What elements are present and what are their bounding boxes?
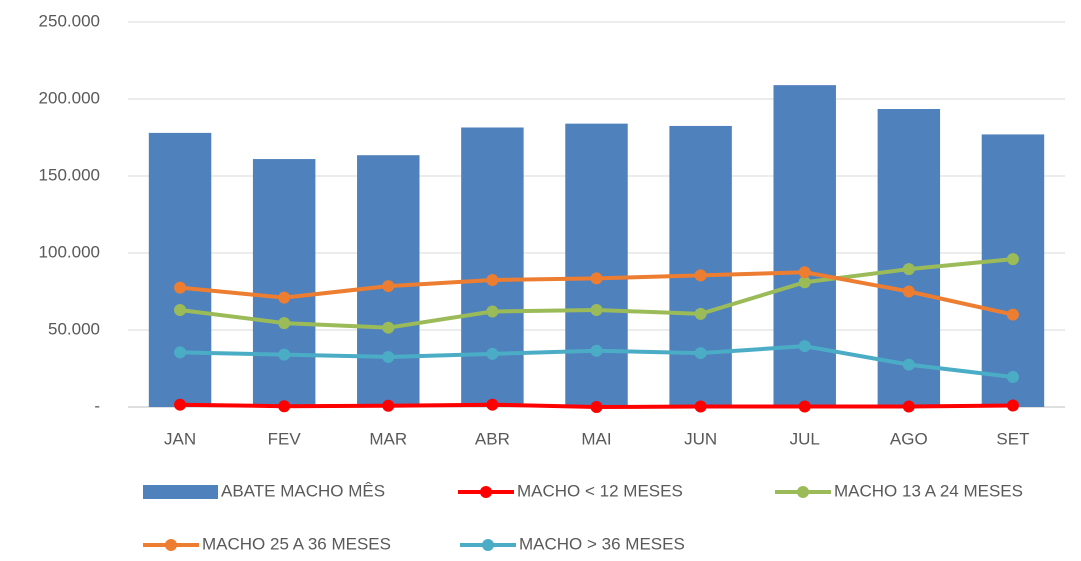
point — [590, 303, 603, 316]
y-tick-label: 100.000 — [39, 242, 100, 261]
x-tick-label: MAR — [369, 429, 407, 448]
legend-swatch — [797, 486, 809, 498]
point — [590, 401, 603, 413]
point — [694, 269, 707, 282]
legend-label: MACHO 13 A 24 MESES — [834, 481, 1023, 500]
point — [1006, 399, 1019, 412]
point — [486, 347, 499, 360]
point — [798, 400, 811, 413]
x-tick-label: SET — [996, 429, 1029, 448]
y-tick-label: 200.000 — [39, 88, 100, 107]
legend-label: MACHO > 36 MESES — [519, 534, 685, 553]
point — [798, 340, 811, 353]
bar — [981, 134, 1045, 408]
point — [902, 400, 915, 413]
point — [382, 321, 395, 334]
bar — [669, 125, 732, 407]
x-tick-label: MAI — [581, 429, 611, 448]
legend-label: MACHO < 12 MESES — [517, 481, 683, 500]
point — [174, 346, 187, 359]
x-tick-label: JAN — [164, 429, 196, 448]
legend-swatch — [482, 539, 494, 551]
point — [1006, 308, 1019, 321]
point — [486, 398, 499, 411]
point — [798, 276, 811, 289]
bar — [565, 123, 628, 407]
point — [278, 348, 291, 361]
point — [278, 317, 291, 330]
point — [278, 400, 291, 413]
point — [694, 307, 707, 320]
bar — [773, 85, 836, 407]
point — [486, 273, 499, 286]
legend-label: MACHO 25 A 36 MESES — [202, 534, 391, 553]
y-tick-label: 50.000 — [48, 319, 100, 338]
x-tick-label: JUN — [684, 429, 717, 448]
point — [174, 281, 187, 294]
x-tick-label: JUL — [790, 429, 820, 448]
point — [902, 285, 915, 298]
point — [902, 358, 915, 371]
bar — [461, 127, 524, 408]
x-tick-label: FEV — [268, 429, 302, 448]
point — [382, 280, 395, 293]
point — [694, 347, 707, 360]
point — [1006, 370, 1019, 383]
point — [1006, 253, 1019, 266]
point — [278, 291, 291, 304]
y-tick-label: 250.000 — [39, 11, 100, 30]
y-tick-label: 150.000 — [39, 165, 100, 184]
bar — [148, 132, 212, 407]
point — [174, 303, 187, 316]
x-tick-label: ABR — [475, 429, 510, 448]
point — [694, 400, 707, 413]
x-tick-label: AGO — [890, 429, 928, 448]
legend-swatch — [143, 485, 218, 499]
y-tick-label: - — [94, 396, 100, 415]
point — [902, 263, 915, 276]
point — [382, 399, 395, 412]
legend-swatch — [480, 486, 492, 498]
bar — [252, 159, 316, 407]
point — [590, 344, 603, 357]
bar — [877, 109, 941, 407]
point — [590, 272, 603, 285]
legend-label: ABATE MACHO MÊS — [221, 481, 385, 500]
point — [798, 266, 811, 279]
point — [174, 398, 187, 411]
point — [382, 350, 395, 363]
legend-swatch — [165, 539, 177, 551]
point — [486, 305, 499, 318]
